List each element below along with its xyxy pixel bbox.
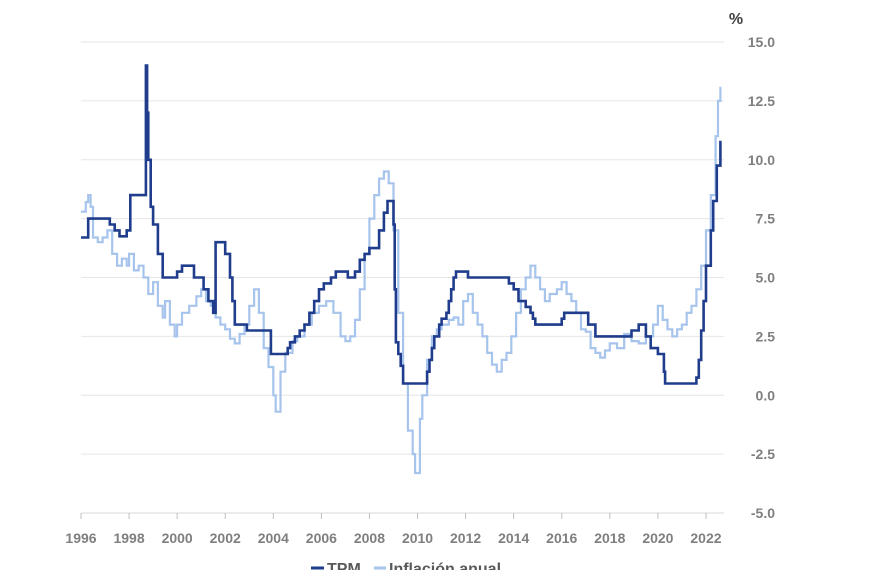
x-tick-label: 2016: [546, 530, 577, 546]
x-tick-label: 1996: [65, 530, 96, 546]
legend-label-inflacion: Inflación anual: [389, 561, 501, 570]
series-lines: [81, 64, 722, 475]
y-tick-label: 7.5: [756, 211, 776, 227]
x-tick-label: 2008: [354, 530, 385, 546]
x-tick-label: 2022: [690, 530, 721, 546]
x-tick-label: 2018: [594, 530, 625, 546]
x-axis-tick-labels: 1996 1998 2000 2002 2004 2006 2008 2010 2012 2014…: [65, 513, 722, 546]
x-tick-label: 2014: [498, 530, 529, 546]
x-tick-label: 2020: [642, 530, 673, 546]
y-tick-label: -2.5: [751, 446, 775, 462]
y-axis-unit-label: %: [729, 11, 743, 28]
y-tick-label: -5.0: [751, 505, 775, 521]
y-tick-label: 15.0: [748, 34, 775, 50]
x-tick-label: 2012: [450, 530, 481, 546]
y-axis-tick-labels: 15.0 12.5 10.0 7.5 5.0 2.5 0.0 -2.5 -5.0: [748, 34, 775, 521]
legend: TPM Inflación anual: [311, 561, 501, 570]
y-tick-label: 0.0: [756, 387, 776, 403]
y-tick-label: 10.0: [748, 152, 775, 168]
legend-label-tpm: TPM: [327, 561, 361, 570]
x-tick-label: 2006: [306, 530, 337, 546]
x-tick-label: 2010: [402, 530, 433, 546]
y-tick-label: 2.5: [756, 328, 776, 344]
x-tick-label: 2000: [162, 530, 193, 546]
y-tick-label: 5.0: [756, 270, 776, 286]
x-tick-label: 2002: [210, 530, 241, 546]
series-line-tpm: [81, 64, 722, 385]
x-tick-label: 1998: [113, 530, 144, 546]
series-line-inflacion: [81, 86, 722, 475]
x-tick-label: 2004: [258, 530, 289, 546]
y-tick-label: 12.5: [748, 93, 775, 109]
